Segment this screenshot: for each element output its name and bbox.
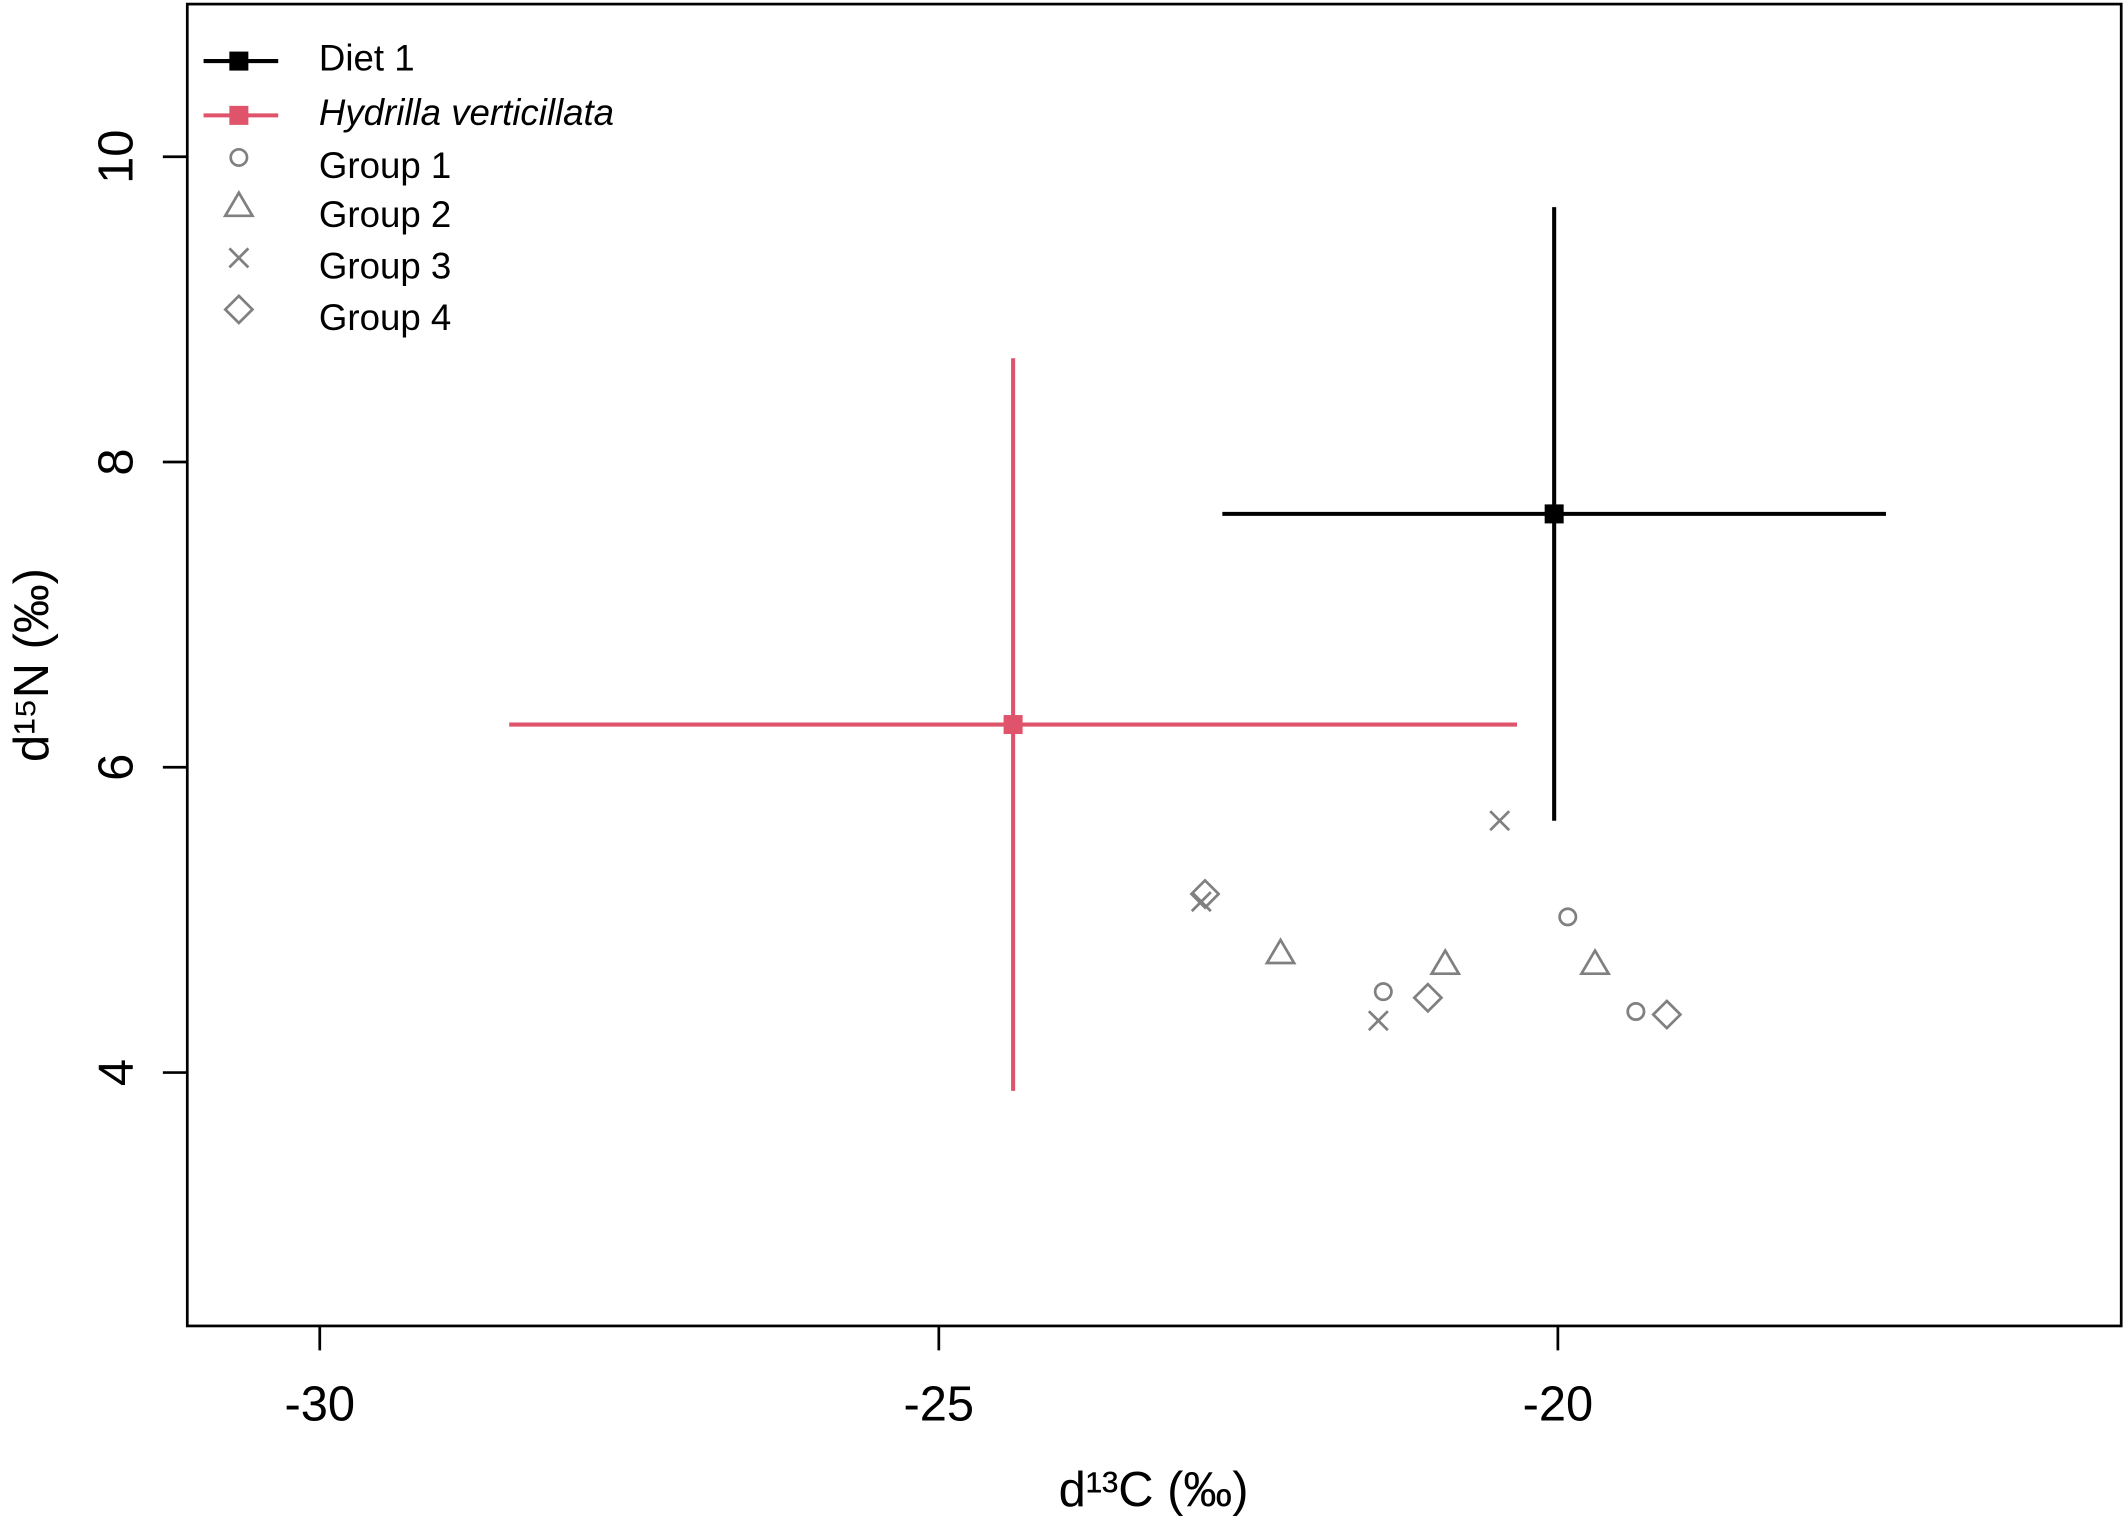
x-tick-label: -30 xyxy=(284,1377,355,1431)
x-tick-label: -25 xyxy=(904,1377,975,1431)
y-tick-label: 4 xyxy=(89,1059,143,1086)
point xyxy=(1429,947,1462,976)
y-tick-label: 6 xyxy=(89,754,143,781)
point xyxy=(1558,907,1578,927)
point xyxy=(1626,1002,1646,1022)
point xyxy=(1489,810,1511,832)
point xyxy=(1651,999,1683,1031)
legend-marker xyxy=(229,147,249,167)
x-axis-label: d¹³C (‰) xyxy=(1059,1463,1249,1517)
point xyxy=(1544,504,1564,524)
point xyxy=(1189,878,1221,910)
legend-marker xyxy=(222,190,255,218)
y-axis-label: d¹⁵N (‰) xyxy=(5,568,59,762)
x-tick-label: -20 xyxy=(1523,1377,1594,1431)
legend-marker xyxy=(229,51,249,71)
legend-label: Group 3 xyxy=(319,245,451,286)
legend-label: Group 1 xyxy=(319,145,451,186)
legend-label: Hydrilla verticillata xyxy=(319,92,614,133)
y-tick-label: 10 xyxy=(89,130,143,184)
legend-marker xyxy=(229,105,249,125)
point xyxy=(1003,715,1023,735)
legend-label: Diet 1 xyxy=(319,38,415,79)
legend-marker xyxy=(228,247,250,269)
legend-label: Group 2 xyxy=(319,194,451,235)
point xyxy=(1190,891,1212,913)
point xyxy=(1412,982,1444,1014)
point xyxy=(1264,937,1297,965)
point xyxy=(1373,982,1393,1002)
plot-frame xyxy=(185,2,2123,1328)
legend-marker xyxy=(223,293,255,325)
point xyxy=(1579,947,1611,976)
legend-label: Group 4 xyxy=(319,297,451,338)
y-tick-label: 8 xyxy=(89,448,143,475)
point xyxy=(1367,1010,1389,1032)
